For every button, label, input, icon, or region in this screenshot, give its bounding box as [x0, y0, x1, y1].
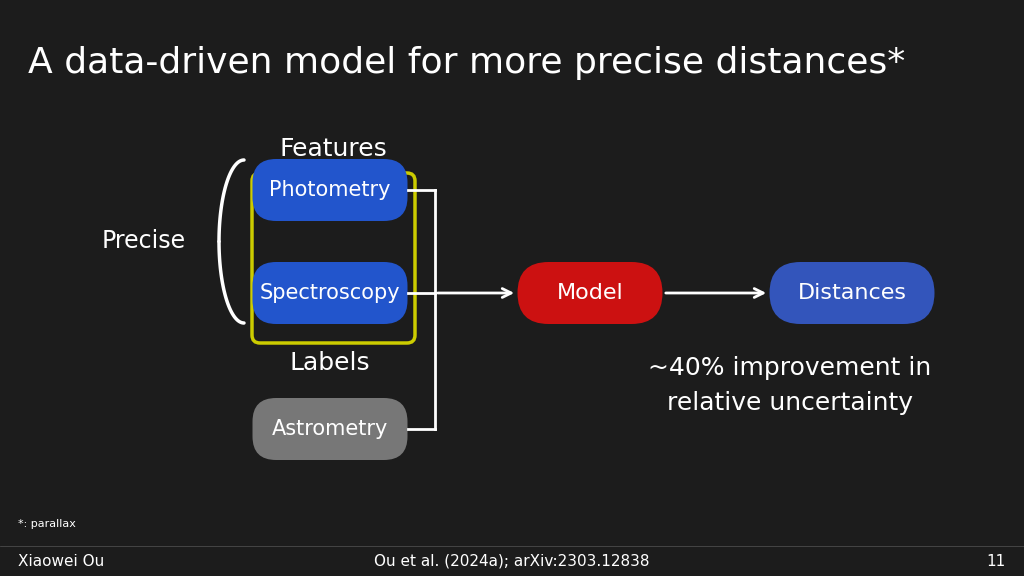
FancyBboxPatch shape	[517, 262, 663, 324]
FancyBboxPatch shape	[769, 262, 935, 324]
Text: Photometry: Photometry	[269, 180, 391, 200]
FancyBboxPatch shape	[253, 262, 408, 324]
Text: Features: Features	[280, 137, 387, 161]
Text: Precise: Precise	[102, 229, 186, 253]
Text: Spectroscopy: Spectroscopy	[260, 283, 400, 303]
Text: Xiaowei Ou: Xiaowei Ou	[18, 554, 104, 569]
Text: 11: 11	[987, 554, 1006, 569]
Text: Distances: Distances	[798, 283, 906, 303]
Text: Astrometry: Astrometry	[271, 419, 388, 439]
Text: Labels: Labels	[290, 351, 371, 374]
Text: ~40% improvement in
relative uncertainty: ~40% improvement in relative uncertainty	[648, 356, 932, 415]
Text: Model: Model	[557, 283, 624, 303]
FancyBboxPatch shape	[253, 398, 408, 460]
Text: *: parallax: *: parallax	[18, 519, 76, 529]
FancyBboxPatch shape	[253, 159, 408, 221]
Text: A data-driven model for more precise distances*: A data-driven model for more precise dis…	[28, 46, 905, 80]
Text: Ou et al. (2024a); arXiv:2303.12838: Ou et al. (2024a); arXiv:2303.12838	[374, 554, 650, 569]
